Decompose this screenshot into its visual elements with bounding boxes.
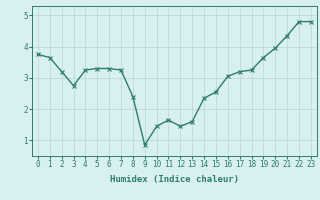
X-axis label: Humidex (Indice chaleur): Humidex (Indice chaleur) bbox=[110, 175, 239, 184]
